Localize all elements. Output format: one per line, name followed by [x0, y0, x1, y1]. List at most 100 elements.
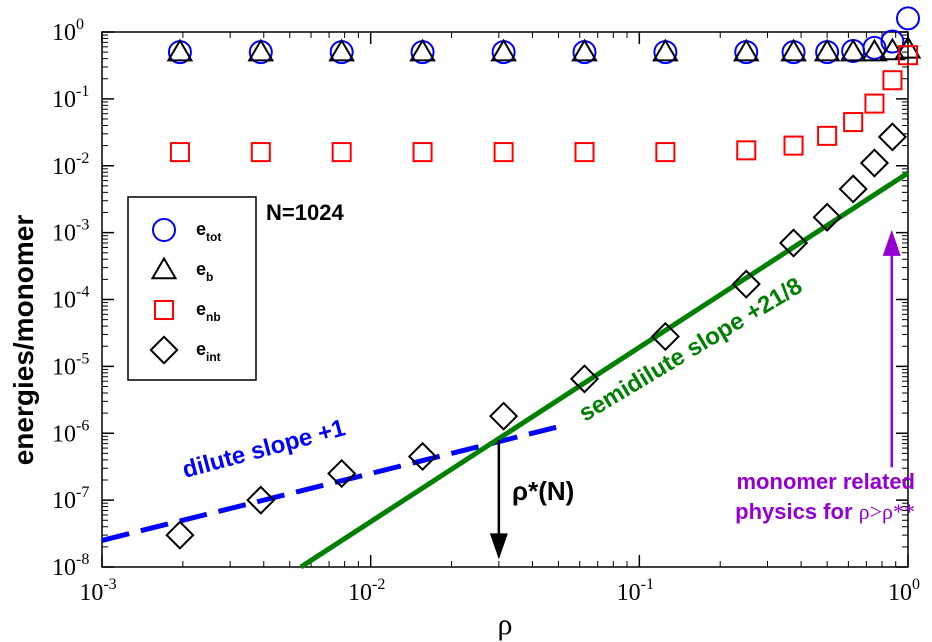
legend-e_int-marker — [149, 335, 179, 365]
x-tick-exp: -2 — [372, 576, 385, 593]
arrows — [489, 229, 901, 560]
x-tick-label: 100 — [888, 576, 920, 606]
y-tick-base: 10 — [52, 488, 76, 514]
e_nb-point — [882, 70, 903, 91]
e_int-point — [246, 485, 276, 515]
e_int-point — [812, 202, 842, 232]
e_b-point — [839, 38, 867, 62]
e_nb-point — [843, 112, 864, 133]
y-tick-label: 10-8 — [52, 551, 89, 581]
y-tick-label: 10-5 — [52, 350, 89, 380]
x-axis-title: ρ — [498, 608, 513, 641]
e_b-point — [780, 38, 807, 62]
e_b-point — [328, 38, 355, 62]
legend-label-base: e — [196, 259, 206, 279]
y-tick-label: 100 — [52, 16, 84, 46]
e_b-point — [861, 38, 888, 62]
y-axis-title: energies/monomer — [8, 215, 39, 466]
e_tot-point — [862, 35, 887, 60]
x-tick-exp: 0 — [912, 576, 920, 593]
e_nb-point — [493, 142, 514, 163]
legend-box — [127, 196, 257, 381]
legend-label-base: e — [196, 219, 206, 239]
e_nb-point — [412, 142, 433, 163]
legend-e_int-label: eint — [196, 339, 221, 364]
y-tick-label: 10-6 — [52, 417, 89, 447]
x-tick-label: 10-2 — [348, 576, 385, 606]
legend-label-sub: int — [206, 350, 221, 364]
x-tick-label: 10-3 — [79, 576, 116, 606]
e_nb-point — [736, 140, 757, 161]
e_int-point — [838, 174, 868, 204]
e_int-point — [859, 148, 890, 178]
data-markers — [165, 6, 922, 550]
e_b-point — [652, 38, 679, 62]
y-tick-exp: -2 — [76, 150, 89, 167]
e_int-point — [877, 122, 908, 152]
x-tick-label: 10-1 — [617, 576, 654, 606]
y-tick-base: 10 — [52, 288, 76, 314]
semidilute-fit-line — [299, 170, 910, 570]
e_nb-point — [897, 45, 919, 66]
n-label: N=1024 — [266, 200, 344, 225]
y-tick-label: 10-4 — [52, 284, 89, 314]
x-tick-base: 10 — [79, 580, 103, 606]
y-tick-base: 10 — [52, 20, 76, 46]
legend-label-sub: nb — [206, 310, 221, 324]
legend-e_tot-marker — [152, 218, 176, 242]
legend-label-base: e — [196, 299, 206, 319]
x-tick-exp: -1 — [641, 576, 654, 593]
e_b-point — [490, 38, 517, 62]
y-tick-base: 10 — [52, 555, 76, 581]
x-tick-base: 10 — [348, 580, 372, 606]
y-tick-exp: -6 — [76, 417, 89, 434]
e_b-point — [571, 38, 598, 62]
e_nb-point — [864, 93, 885, 114]
e_b-point — [166, 38, 194, 62]
semidilute-label: semidilute slope +21/8 — [574, 272, 807, 427]
rho-star-arrowhead — [489, 533, 508, 560]
axes-layer: 10-3 10-2 10-1 10010010-110-210-310-410-510… — [52, 16, 920, 606]
y-tick-base: 10 — [52, 221, 76, 247]
y-tick-base: 10 — [52, 154, 76, 180]
e_int-point — [165, 520, 195, 550]
e_nb-point — [250, 142, 271, 163]
y-tick-label: 10-1 — [52, 83, 89, 113]
rho-double-star-arrowhead — [882, 229, 901, 256]
y-tick-label: 10-3 — [52, 217, 89, 247]
e_b-point — [894, 35, 922, 59]
e_tot-point — [841, 38, 866, 63]
e_nb-point — [817, 125, 838, 146]
e_int-point — [731, 269, 761, 299]
monomer-label-line1: monomer related — [737, 469, 916, 494]
e_b-point — [247, 38, 275, 62]
monomer-label-rho: ρ>ρ** — [859, 499, 915, 524]
e_nb-point — [574, 142, 595, 163]
legend-label-base: e — [196, 339, 206, 359]
x-tick-base: 10 — [617, 580, 641, 606]
y-tick-label: 10-7 — [52, 484, 89, 514]
legend-e_nb-label: enb — [196, 299, 221, 324]
e_int-point — [327, 458, 357, 489]
legend-e_b-marker — [150, 256, 178, 280]
e_b-point — [732, 38, 760, 62]
y-tick-base: 10 — [52, 87, 76, 113]
e_b-point — [409, 38, 436, 62]
y-tick-base: 10 — [52, 421, 76, 447]
e_nb-point — [783, 135, 804, 156]
dilute-label: dilute slope +1 — [180, 414, 349, 483]
legend-label-sub: tot — [206, 230, 221, 244]
y-tick-exp: -8 — [76, 551, 89, 568]
e_int-point — [569, 364, 600, 394]
e_int-point — [489, 401, 519, 431]
y-tick-exp: -5 — [76, 350, 89, 367]
y-tick-exp: -7 — [76, 484, 89, 501]
e_nb-point — [169, 142, 190, 163]
legend-e_b-label: eb — [196, 259, 213, 284]
e_nb-point — [331, 142, 352, 163]
e_int-point — [650, 321, 680, 352]
fit-lines — [101, 170, 910, 570]
e_b-point — [813, 38, 841, 62]
rho-star-label: ρ*(N) — [512, 476, 574, 506]
